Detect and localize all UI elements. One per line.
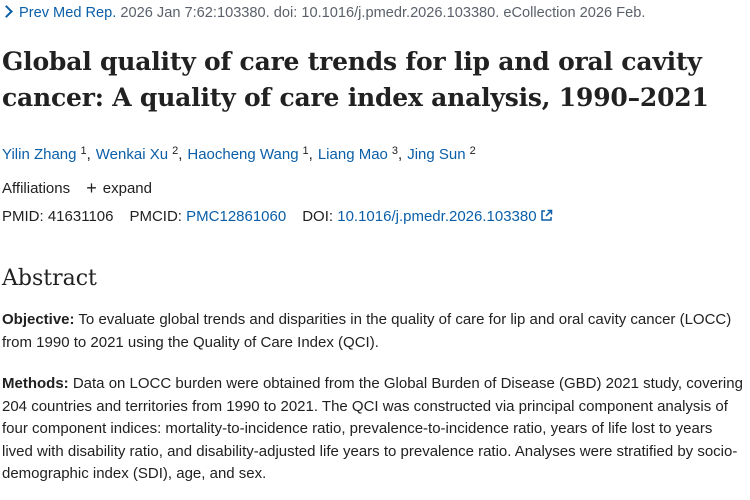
affiliation-number[interactable]: 2 [469, 145, 476, 157]
abstract-methods: Methods: Data on LOCC burden were obtain… [2, 373, 747, 486]
author-link[interactable]: Haocheng Wang [187, 146, 299, 163]
expand-label: expand [102, 180, 152, 197]
affiliation-number[interactable]: 1 [80, 145, 87, 157]
article-title: Global quality of care trends for lip an… [2, 47, 709, 112]
citation-line: Prev Med Rep. 2026 Jan 7:62:103380. doi:… [0, 3, 646, 23]
pmid-label: PMID: [2, 208, 44, 225]
doi-link[interactable]: 10.1016/j.pmedr.2026.103380 [337, 208, 552, 225]
author-link[interactable]: Yilin Zhang [2, 146, 77, 163]
affiliation-number[interactable]: 3 [391, 145, 399, 157]
author-list: Yilin Zhang 1, Wenkai Xu 2, Haocheng Wang 1, L… [2, 145, 476, 163]
objective-label: Objective: [2, 311, 75, 328]
author-link[interactable]: Wenkai Xu [95, 146, 169, 163]
pmcid-label: PMCID: [129, 208, 182, 225]
expand-affiliations-button[interactable]: + expand [86, 178, 152, 198]
abstract-objective: Objective: To evaluate global trends and… [2, 309, 747, 354]
chevron-right-icon[interactable] [0, 5, 13, 18]
affiliations-row: Affiliations + expand [2, 178, 152, 200]
objective-text: To evaluate global trends and disparitie… [2, 311, 732, 351]
citation-details: 2026 Jan 7:62:103380. doi: 10.1016/j.pme… [116, 5, 646, 21]
affiliation-number[interactable]: 1 [302, 145, 309, 157]
abstract-heading: Abstract [2, 266, 97, 291]
pmcid-link[interactable]: PMC12861060 [186, 208, 287, 225]
affiliations-label: Affiliations [2, 180, 71, 197]
external-link-icon [540, 209, 552, 221]
methods-label: Methods: [2, 375, 69, 392]
plus-icon: + [86, 178, 97, 198]
journal-link[interactable]: Prev Med Rep. [19, 5, 117, 21]
methods-text: Data on LOCC burden were obtained from t… [2, 375, 743, 482]
affiliation-number[interactable]: 2 [172, 145, 179, 157]
doi-value: 10.1016/j.pmedr.2026.103380 [337, 208, 537, 225]
pmid-value: 41631106 [47, 208, 114, 225]
identifiers-row: PMID: 41631106 PMCID: PMC12861060 DOI: 10.… [2, 206, 553, 228]
doi-label: DOI: [302, 208, 334, 225]
author-link[interactable]: Jing Sun [407, 146, 466, 163]
author-link[interactable]: Liang Mao [317, 146, 388, 163]
